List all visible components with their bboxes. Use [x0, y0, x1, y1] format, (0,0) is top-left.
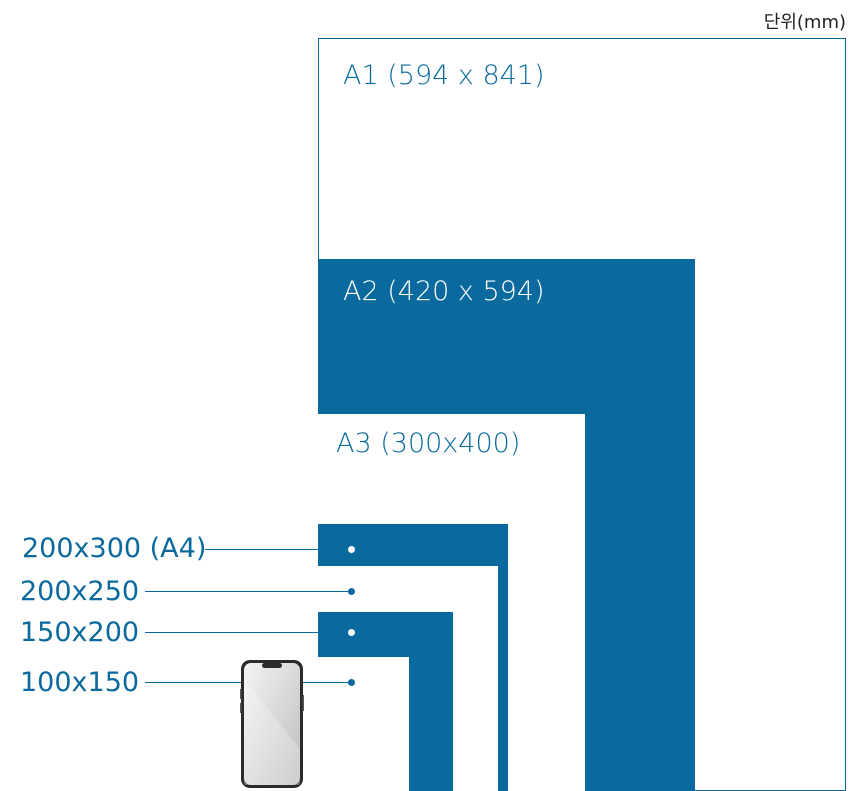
smartphone-icon	[240, 660, 304, 788]
callout-100x150-label: 100x150	[20, 667, 140, 698]
callout-a4-dot	[348, 546, 355, 553]
unit-label: 단위(mm)	[763, 12, 846, 33]
sheet-a1-label: A1 (594 x 841)	[343, 60, 545, 91]
callout-150x200-dot	[348, 629, 355, 636]
callout-200x250-leader	[145, 591, 352, 592]
sheet-100x150	[318, 657, 409, 791]
callout-100x150-dot	[348, 679, 355, 686]
callout-a4-label: 200x300 (A4)	[22, 533, 207, 564]
sheet-a2-label: A2 (420 x 594)	[343, 276, 545, 307]
sheet-a3-label: A3 (300x400)	[336, 428, 521, 459]
callout-150x200-leader	[145, 632, 352, 633]
callout-200x250-dot	[348, 588, 355, 595]
callout-150x200-label: 150x200	[20, 617, 140, 648]
callout-200x250-label: 200x250	[20, 576, 140, 607]
callout-a4-leader	[205, 549, 352, 550]
